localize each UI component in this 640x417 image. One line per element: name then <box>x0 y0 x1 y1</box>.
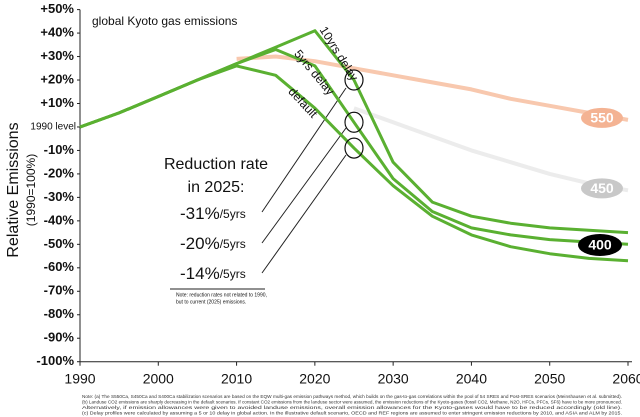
marker-circle <box>344 111 364 133</box>
reduction-title: in 2025: <box>188 179 245 196</box>
x-tick-label: 2020 <box>299 370 330 386</box>
y-tick-label: -90% <box>44 330 75 345</box>
x-tick-label: 2010 <box>221 370 252 386</box>
marker-circle <box>344 69 364 91</box>
badge-400-label: 400 <box>588 237 612 253</box>
rate-unit: /5yrs <box>220 237 246 251</box>
rate-unit: /5yrs <box>220 207 246 221</box>
series-line <box>79 29 629 235</box>
footnote: Note: (a) The S550Ca, S450Ca and S400Ca … <box>82 394 622 399</box>
x-tick-label: 2040 <box>456 370 487 386</box>
y-axis-label: Relative Emissions <box>5 122 22 257</box>
footnote: Alternatively, if emission allowances we… <box>82 405 622 410</box>
rate-unit: /5yrs <box>220 267 246 281</box>
y-tick-label: -80% <box>44 306 75 321</box>
series-badge-label: 550 <box>590 110 614 126</box>
y-tick-label: +40% <box>40 25 74 40</box>
y-tick-label: +50% <box>40 1 74 16</box>
rate-value: -20% <box>180 234 220 253</box>
chart-title: global Kyoto gas emissions <box>92 14 237 28</box>
y-tick-label: -40% <box>44 212 75 227</box>
y-tick-label: +10% <box>40 95 74 110</box>
y-tick-label: -60% <box>44 259 75 274</box>
note: but to current (2025) emissions. <box>176 299 246 305</box>
series-badge <box>581 178 623 199</box>
x-tick-label: 2030 <box>378 370 409 386</box>
y-tick-label: -70% <box>44 283 75 298</box>
pointer-lines <box>261 87 347 274</box>
y-tick-label: 1990 level <box>30 122 76 133</box>
y-tick-label: -50% <box>44 236 75 251</box>
reduction-rate: -31%/5yrs <box>180 204 246 223</box>
reduction-rate: -14%/5yrs <box>180 264 246 283</box>
note: Note: reduction rates not related to 199… <box>176 292 267 298</box>
y-tick-label: +20% <box>40 71 74 86</box>
y-tick-label: -100% <box>36 353 74 368</box>
series-line <box>353 106 629 193</box>
rate-value: -14% <box>180 264 220 283</box>
x-tick-label: 1990 <box>64 370 95 386</box>
series-label: default <box>285 85 320 121</box>
x-tick-label: 2060 <box>612 370 640 386</box>
x-tick-label: 2000 <box>143 370 174 386</box>
rate-value: -31% <box>180 204 220 223</box>
footnote: (b) Landuse CO2 emissions are sharply de… <box>82 400 622 405</box>
series-badge <box>581 107 623 128</box>
footnote: (c) Delay profiles were calculated by as… <box>82 411 622 416</box>
reduction-title: Reduction rate <box>164 156 268 173</box>
y-tick-label: +30% <box>40 48 74 63</box>
y-axis-sublabel: (1990=100%) <box>24 154 38 226</box>
marker-circle <box>344 137 364 159</box>
badge-400 <box>578 234 622 256</box>
series-badge-label: 450 <box>590 180 614 196</box>
reduction-rate: -20%/5yrs <box>180 234 246 253</box>
x-tick-label: 2050 <box>534 370 565 386</box>
y-tick-label: -10% <box>44 142 75 157</box>
y-tick-label: -30% <box>44 189 75 204</box>
y-tick-label: -20% <box>44 165 75 180</box>
